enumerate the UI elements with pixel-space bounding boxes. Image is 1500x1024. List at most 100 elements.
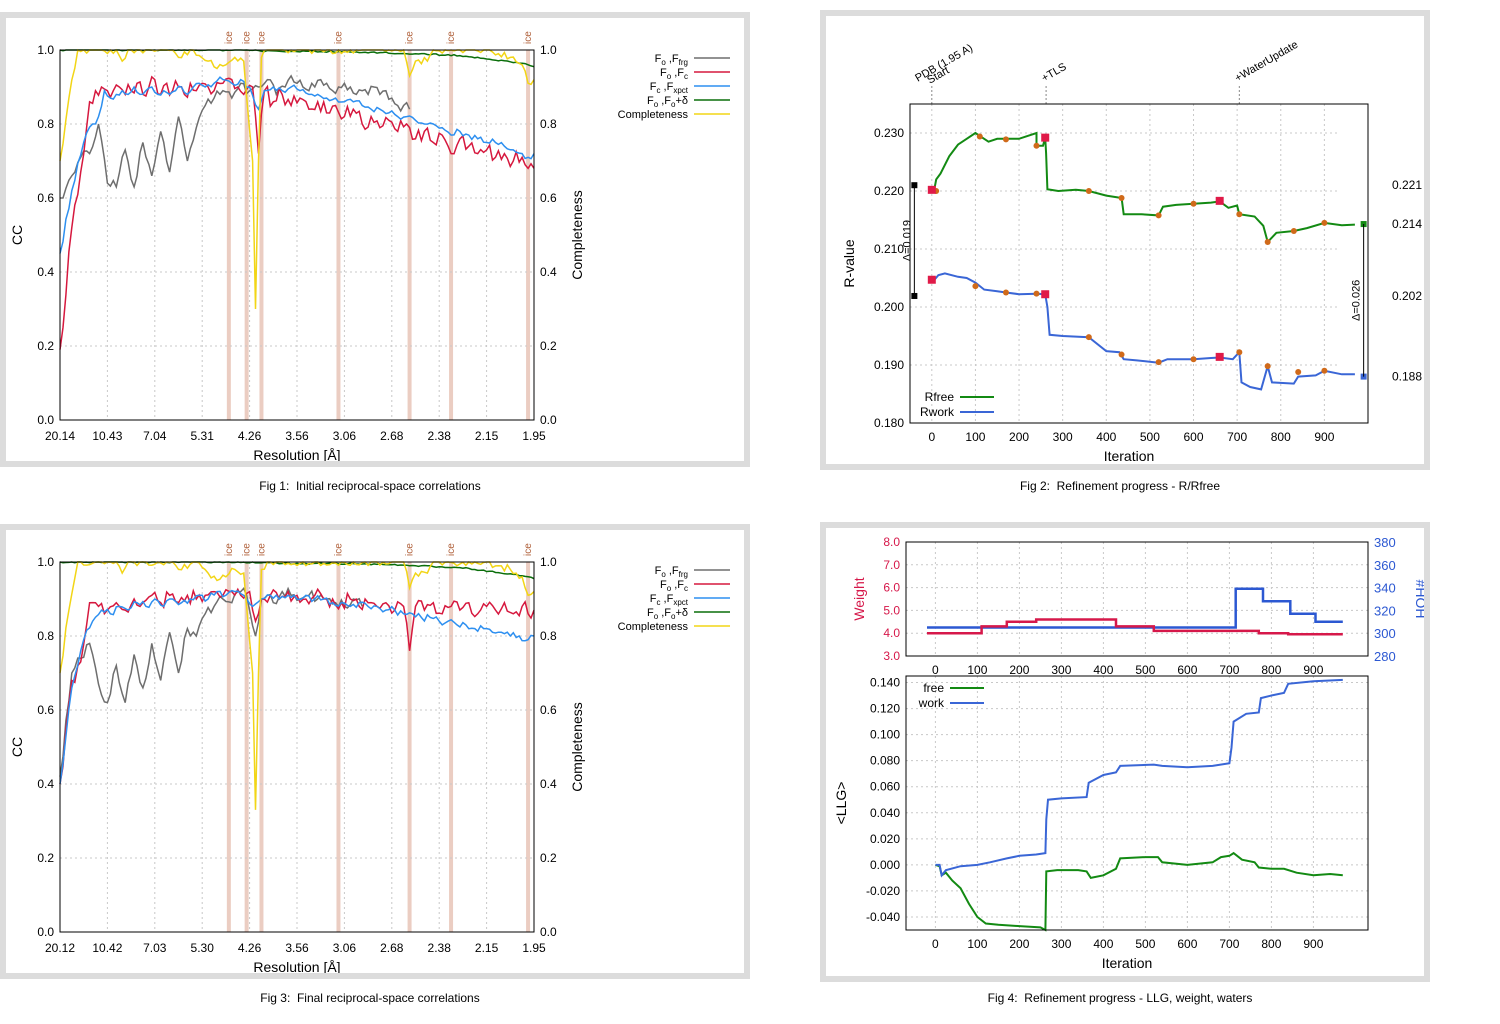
weight-tick-label: 7.0	[883, 558, 900, 572]
hoh-tick-label: 380	[1374, 535, 1396, 550]
hoh-tick-label: 300	[1374, 626, 1396, 641]
ice-label: ice	[224, 543, 235, 556]
hoh-tick-label: 280	[1374, 649, 1396, 664]
x-tick-label: 900	[1303, 937, 1323, 951]
x-tick-label: 10.42	[92, 941, 122, 955]
x-tick-label: 800	[1261, 663, 1281, 677]
ice-label: ice	[446, 31, 457, 44]
ice-label: ice	[256, 543, 267, 556]
hoh-axis-label: #HOH	[1413, 580, 1424, 619]
y-tick-label: 0.6	[37, 703, 54, 717]
x-tick-label: 100	[967, 937, 987, 951]
legend-label: Fo ,Fc	[660, 579, 688, 593]
series-line-work	[935, 678, 1343, 878]
x-tick-label: 2.15	[475, 429, 499, 443]
series-line-fc-fxpct	[59, 76, 535, 254]
ice-band	[526, 50, 531, 420]
ice-label: ice	[523, 31, 534, 44]
fig2-chart: 0.180 0.190 0.200 0.210 0.220 0.230 0 100 200 300…	[841, 39, 1422, 464]
plot-frame	[909, 103, 1369, 424]
series-line-fo-ffrg	[59, 586, 363, 777]
data-point	[1295, 368, 1302, 375]
data-point	[1041, 133, 1050, 142]
llg-axis-label: <LLG>	[833, 782, 849, 825]
y-tick-label: 0.200	[874, 300, 904, 314]
x-axis-label: Resolution [Å]	[253, 959, 340, 973]
data-point	[1033, 290, 1040, 297]
x-tick-label: 0	[928, 430, 935, 444]
data-point	[927, 185, 936, 194]
x-tick-label: 800	[1271, 430, 1291, 444]
x-tick-label: 3.06	[333, 429, 357, 443]
y2-tick-label: 0.0	[540, 413, 557, 427]
legend-label: Completeness	[618, 109, 689, 121]
data-point	[1264, 363, 1271, 370]
y2-tick-label: 1.0	[540, 555, 557, 569]
data-point	[1085, 188, 1092, 194]
x-tick-label: 600	[1177, 937, 1197, 951]
x-tick-label: 300	[1053, 430, 1073, 444]
x-tick-label: 20.14	[45, 429, 75, 443]
y2-tick-label: 0.2	[540, 339, 557, 353]
x-tick-label: 0	[932, 937, 939, 951]
x-tick-label: 2.15	[475, 941, 499, 955]
x-tick-label: 2.38	[428, 941, 452, 955]
ice-label: ice	[224, 31, 235, 44]
y2-tick-label: 0.4	[540, 265, 557, 279]
ice-band	[526, 562, 531, 932]
series-line-fc-fxpct	[59, 589, 535, 785]
legend-label: Fc ,Fxpct	[650, 81, 689, 95]
y-tick-label: 0.220	[874, 184, 904, 198]
x-tick-label: 2.38	[428, 429, 452, 443]
ice-label: ice	[333, 543, 344, 556]
x-tick-label: 5.30	[191, 941, 215, 955]
plot-frame	[59, 561, 535, 933]
fig4-chart: 3.0 4.0 5.0 6.0 7.0 8.0 280 300 320 340 360 380 0 100…	[833, 535, 1424, 971]
ice-label: ice	[405, 543, 416, 556]
y2-tick-label: 0.4	[540, 777, 557, 791]
data-point	[927, 275, 936, 284]
series-line-rfree	[931, 131, 1355, 244]
x-axis-label: Iteration	[1102, 955, 1153, 971]
data-point	[1155, 359, 1162, 366]
y2-tick-label: 0.6	[540, 191, 557, 205]
x-tick-label: 3.06	[333, 941, 357, 955]
x-tick-label: 300	[1051, 937, 1071, 951]
data-point	[1118, 194, 1125, 201]
right-value-rwork_start: 0.202	[1392, 289, 1422, 303]
data-point	[1236, 211, 1243, 218]
x-tick-label: 700	[1219, 663, 1239, 677]
x-tick-label: 7.03	[143, 941, 167, 955]
delta-label-left: Δ=0.019	[901, 220, 913, 261]
data-point	[1290, 228, 1297, 235]
x-tick-label: 20.12	[45, 941, 75, 955]
data-point	[1190, 200, 1197, 207]
ice-band	[226, 562, 231, 932]
ice-band	[244, 50, 249, 420]
ice-label: ice	[405, 31, 416, 44]
llg-tick-label: -0.040	[866, 910, 900, 924]
right-value-rfree_start: 0.221	[1392, 178, 1422, 192]
top-label-water: +WaterUpdate	[1233, 39, 1300, 85]
data-point	[1118, 351, 1125, 358]
ice-band	[407, 562, 412, 932]
x-tick-label: 800	[1261, 937, 1281, 951]
legend-label: Fo ,Ffrg	[655, 565, 688, 579]
data-point	[1155, 212, 1162, 219]
x-tick-label: 200	[1009, 937, 1029, 951]
x-axis-label: Iteration	[1104, 448, 1155, 464]
ice-label: ice	[242, 543, 253, 556]
weight-tick-label: 6.0	[883, 581, 900, 595]
series-line-completeness	[59, 560, 535, 810]
y-tick-label: 0.0	[37, 925, 54, 939]
x-tick-label: 300	[1051, 663, 1071, 677]
llg-tick-label: 0.040	[870, 806, 900, 820]
series-line-fo-fc	[59, 75, 535, 350]
x-tick-label: 200	[1009, 430, 1029, 444]
x-tick-label: 100	[967, 663, 987, 677]
y-tick-label: 0.230	[874, 126, 904, 140]
y-tick-label: 0.6	[37, 191, 54, 205]
y-tick-label: 0.180	[874, 416, 904, 430]
y-tick-label: 1.0	[37, 43, 54, 57]
y-tick-label: 0.8	[37, 117, 54, 131]
